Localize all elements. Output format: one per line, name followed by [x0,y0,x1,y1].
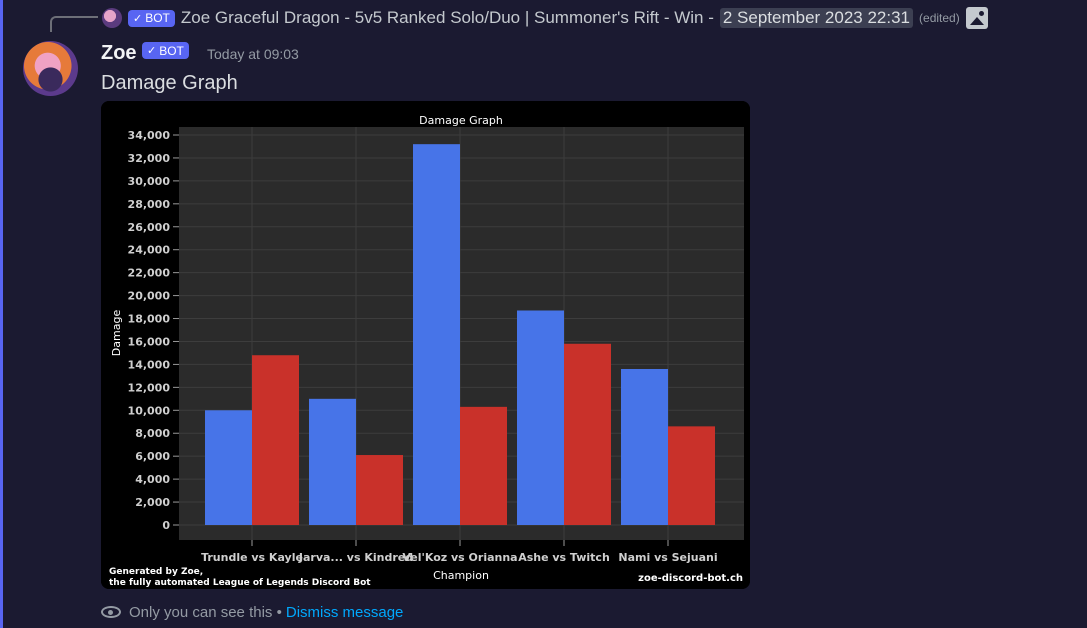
ephemeral-text: Only you can see this [129,603,273,621]
y-axis-label: Damage [110,310,123,357]
reply-connector [50,16,98,32]
y-tick-label: 32,000 [128,152,171,165]
x-tick-label: Trundle vs Kayle [201,551,303,564]
x-tick-label: Nami vs Sejuani [618,551,717,564]
y-tick-label: 34,000 [128,129,171,142]
reply-title[interactable]: Zoe Graceful Dragon - 5v5 Ranked Solo/Du… [180,8,714,27]
highlight-bar [0,0,3,628]
bar [460,406,507,525]
y-tick-label: 22,000 [128,267,171,280]
chart-image[interactable]: 0 2,000 4,000 6,000 8,000 10,000 12,000 14,000 1… [101,101,750,589]
bar [621,369,668,525]
damage-chart: 0 2,000 4,000 6,000 8,000 10,000 12,000 14,000 1… [101,101,750,589]
y-tick-label: 20,000 [128,290,171,303]
y-tick-label: 28,000 [128,198,171,211]
x-tick-label: Jarva... vs Kindred [298,551,413,564]
bar [356,455,403,525]
ephemeral-notice: Only you can see this • Dismiss message [101,602,403,622]
x-axis-label: Champion [433,569,489,582]
y-tick-label: 6,000 [135,450,170,463]
bar [252,355,299,525]
check-icon: ✓ [133,12,143,25]
y-tick-label: 12,000 [128,381,171,394]
y-tick-label: 24,000 [128,244,171,257]
avatar[interactable] [23,41,78,96]
bar [413,144,460,526]
y-tick-label: 2,000 [135,496,170,509]
image-icon[interactable] [965,7,988,29]
x-tick-label: Vel'Koz vs Orianna [402,551,517,564]
y-tick-label: 18,000 [128,313,171,326]
username[interactable]: Zoe [101,42,137,64]
separator: • [276,603,282,621]
y-tick-label: 10,000 [128,404,171,417]
bar [564,343,611,525]
bot-badge: ✓ BOT [142,42,189,59]
y-tick-label: 16,000 [128,335,171,348]
chart-footer-right: zoe-discord-bot.ch [638,573,743,584]
reply-preview[interactable]: ✓ BOT Zoe Graceful Dragon - 5v5 Ranked S… [102,6,988,30]
message-timestamp[interactable]: Today at 09:03 [207,46,299,62]
reply-bot-badge: ✓ BOT [128,9,175,27]
edited-label: (edited) [919,11,960,25]
chart-footer-line-1: Generated by Zoe, [109,567,203,577]
bar [205,410,252,525]
dismiss-message-link[interactable]: Dismiss message [285,603,404,621]
bar [309,398,356,525]
eye-icon [101,606,121,618]
chart-footer-line-2: the fully automated League of Legends Di… [109,578,371,588]
reply-timestamp[interactable]: 2 September 2023 22:31 [719,8,914,28]
y-tick-label: 14,000 [128,358,171,371]
chart-title: Damage Graph [419,114,503,127]
y-tick-label: 8,000 [135,427,170,440]
x-tick-label: Ashe vs Twitch [518,551,610,564]
y-tick-label: 0 [162,519,170,532]
message-content: Damage Graph [101,72,238,94]
y-tick-label: 26,000 [128,221,171,234]
bar [668,426,715,525]
y-tick-label: 30,000 [128,175,171,188]
bar [517,310,564,525]
reply-avatar[interactable] [102,8,122,28]
y-tick-label: 4,000 [135,473,170,486]
check-icon: ✓ [147,45,157,57]
